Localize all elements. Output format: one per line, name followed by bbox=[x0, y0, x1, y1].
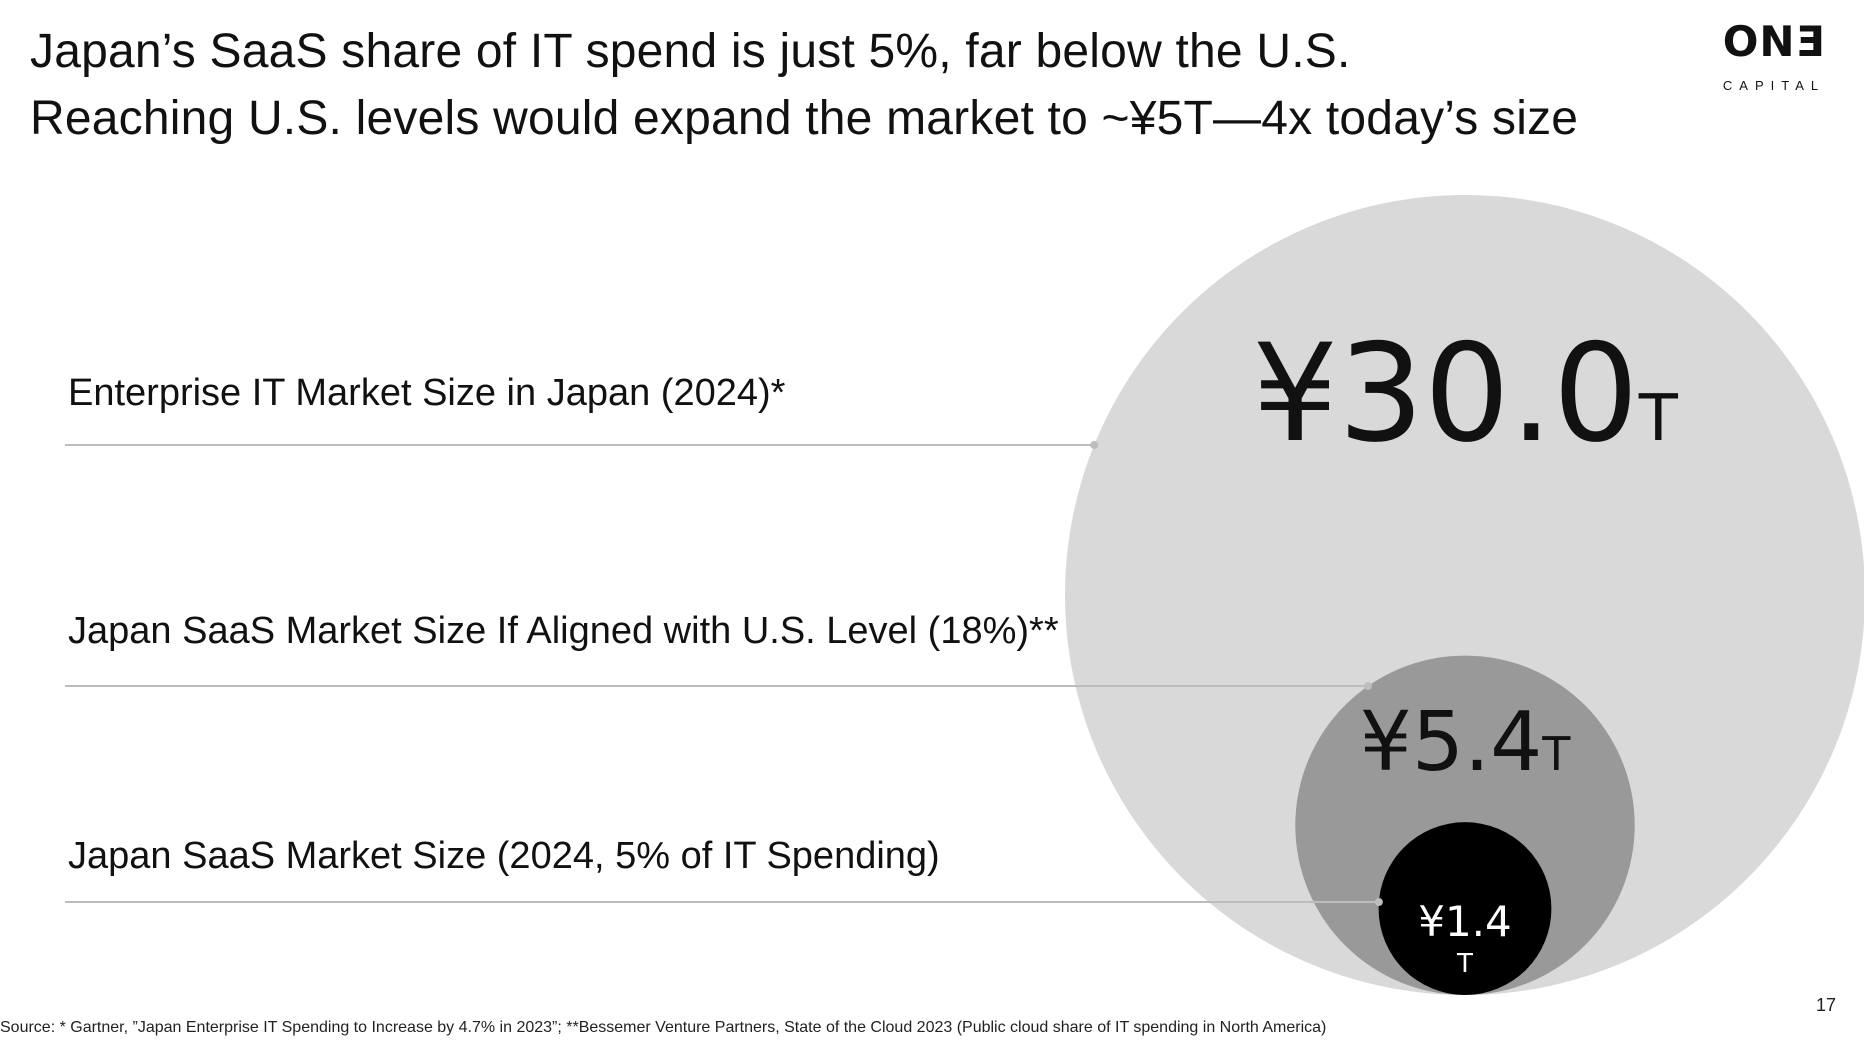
page-number: 17 bbox=[1815, 995, 1836, 1015]
bubble-label-1: Enterprise IT Market Size in Japan (2024… bbox=[68, 372, 786, 414]
leader-dot-1 bbox=[1090, 441, 1099, 449]
slide-title-line-1: Japan’s SaaS share of IT spend is just 5… bbox=[30, 25, 1351, 78]
bubble-value-unit-1: T bbox=[1638, 382, 1679, 456]
bubble-1 bbox=[1065, 195, 1864, 995]
bubble-value-number-3: ¥1.4 bbox=[1418, 897, 1512, 946]
bubble-label-3: Japan SaaS Market Size (2024, 5% of IT S… bbox=[68, 835, 940, 877]
bubble-value-unit-2: T bbox=[1541, 727, 1571, 781]
slide-title-line-2: Reaching U.S. levels would expand the ma… bbox=[30, 92, 1579, 145]
bubble-value-number-2: ¥5.4 bbox=[1360, 695, 1543, 790]
logo-subtitle: CAPITAL bbox=[1722, 78, 1826, 93]
source-footnote: Source: * Gartner, ”Japan Enterprise IT … bbox=[0, 1019, 1327, 1036]
bubble-value-unit-3: T bbox=[1456, 949, 1473, 979]
slide-title: Japan’s SaaS share of IT spend is just 5… bbox=[30, 18, 1578, 152]
bubble-label-2: Japan SaaS Market Size If Aligned with U… bbox=[68, 610, 1059, 652]
bubble-value-number-1: ¥30.0 bbox=[1252, 315, 1638, 472]
bubble-value-2: ¥5.4T bbox=[1360, 695, 1572, 790]
leader-dot-3 bbox=[1374, 898, 1383, 906]
one-capital-logo: ONƎ CAPITAL bbox=[1704, 17, 1844, 94]
bubble-value-1: ¥30.0T bbox=[1252, 315, 1678, 472]
bubble-3 bbox=[1378, 822, 1552, 996]
logo-mark: ONƎ bbox=[1722, 17, 1826, 66]
leader-dot-2 bbox=[1364, 682, 1373, 690]
